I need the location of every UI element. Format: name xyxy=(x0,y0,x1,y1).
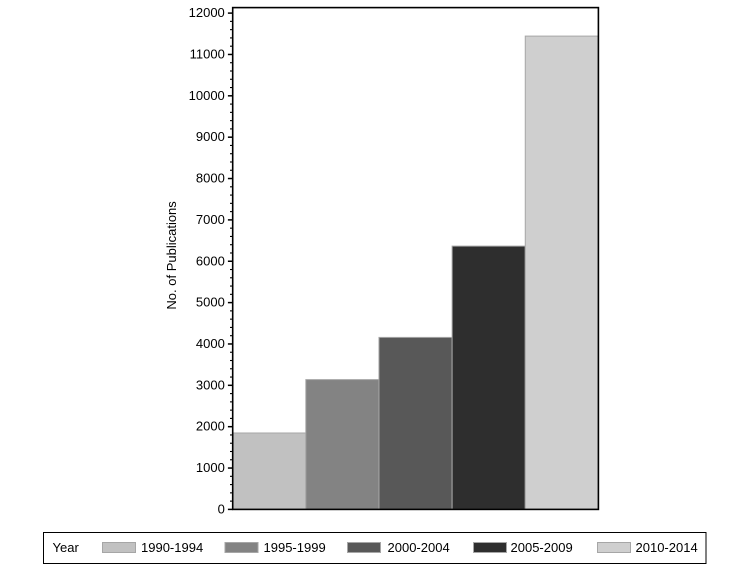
svg-text:6000: 6000 xyxy=(196,253,225,268)
svg-text:No. of Publications: No. of Publications xyxy=(164,201,179,310)
svg-text:1000: 1000 xyxy=(196,460,225,475)
svg-text:Year: Year xyxy=(53,540,80,555)
svg-text:12000: 12000 xyxy=(189,5,225,20)
svg-text:7000: 7000 xyxy=(196,212,225,227)
svg-text:2010-2014: 2010-2014 xyxy=(636,540,698,555)
svg-text:5000: 5000 xyxy=(196,295,225,310)
svg-text:1990-1994: 1990-1994 xyxy=(141,540,203,555)
svg-text:11000: 11000 xyxy=(190,46,225,61)
svg-text:3000: 3000 xyxy=(196,377,225,392)
svg-text:2005-2009: 2005-2009 xyxy=(511,540,573,555)
svg-text:2000-2004: 2000-2004 xyxy=(388,540,450,555)
svg-text:9000: 9000 xyxy=(196,129,225,144)
svg-text:1995-1999: 1995-1999 xyxy=(264,540,326,555)
svg-text:2000: 2000 xyxy=(196,419,225,434)
svg-text:10000: 10000 xyxy=(189,88,225,103)
svg-text:0: 0 xyxy=(218,501,225,516)
svg-text:8000: 8000 xyxy=(196,171,225,186)
svg-text:4000: 4000 xyxy=(196,336,225,351)
